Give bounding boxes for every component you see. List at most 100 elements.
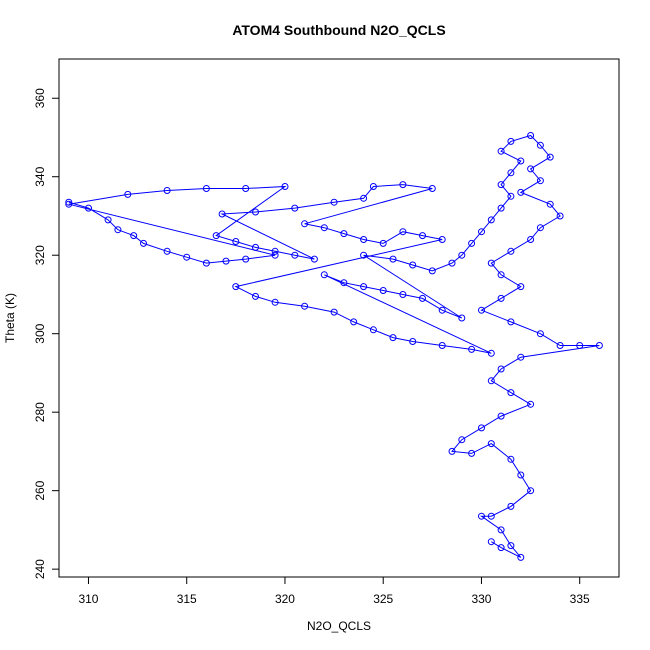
- data-point: [271, 251, 279, 259]
- data-point: [507, 247, 515, 255]
- data-point: [330, 308, 338, 316]
- data-point: [389, 255, 397, 263]
- data-point: [360, 236, 368, 243]
- x-tick-label: 330: [471, 592, 491, 606]
- data-point: [517, 157, 525, 165]
- data-point: [527, 165, 535, 173]
- data-point: [330, 198, 338, 206]
- data-point: [140, 239, 147, 247]
- data-point: [497, 544, 505, 552]
- data-point: [527, 487, 535, 495]
- data-point: [163, 187, 171, 194]
- data-point: [301, 220, 309, 228]
- data-points: [65, 132, 603, 561]
- plot-frame: [58, 58, 620, 578]
- data-point: [458, 436, 466, 444]
- data-point: [507, 318, 515, 326]
- data-point: [487, 512, 495, 520]
- data-point: [517, 471, 525, 479]
- data-point: [409, 338, 417, 345]
- data-point: [114, 226, 122, 234]
- data-point: [487, 349, 495, 357]
- data-point: [487, 377, 495, 385]
- data-point: [242, 185, 250, 192]
- data-point: [556, 212, 564, 220]
- data-point: [478, 424, 485, 432]
- data-point: [478, 228, 485, 236]
- x-tick-label: 335: [570, 592, 590, 606]
- x-tick-label: 325: [373, 592, 393, 606]
- y-tick-label: 240: [33, 559, 47, 579]
- data-point: [517, 553, 525, 561]
- data-point: [517, 353, 525, 361]
- data-point: [527, 132, 535, 139]
- trace-lines: [68, 134, 600, 558]
- data-point: [252, 292, 259, 300]
- data-point: [576, 342, 584, 349]
- data-point: [310, 255, 318, 263]
- data-point: [507, 137, 515, 145]
- x-axis-label: N2O_QCLS: [307, 619, 371, 633]
- data-point: [438, 342, 446, 349]
- data-point: [163, 247, 171, 255]
- data-point: [546, 200, 554, 208]
- data-point: [183, 253, 191, 261]
- data-point: [497, 526, 505, 534]
- data-point: [595, 342, 603, 349]
- data-point: [507, 542, 515, 550]
- data-point: [438, 306, 446, 314]
- data-point: [202, 185, 210, 192]
- data-point: [232, 238, 240, 245]
- data-point: [379, 239, 387, 247]
- data-point: [360, 251, 368, 259]
- y-tick-label: 260: [33, 480, 47, 500]
- data-point: [320, 271, 328, 279]
- y-axis-label: Theta (K): [3, 293, 17, 343]
- x-tick-label: 315: [177, 592, 197, 606]
- series-line: [68, 134, 600, 558]
- data-point: [546, 153, 554, 161]
- y-tick-label: 320: [33, 245, 47, 265]
- data-point: [478, 306, 485, 314]
- data-point: [360, 283, 368, 291]
- data-point: [458, 314, 466, 322]
- data-point: [468, 345, 476, 353]
- data-point: [301, 302, 309, 310]
- data-point: [232, 283, 240, 291]
- data-point: [536, 224, 544, 232]
- data-point: [487, 259, 495, 267]
- data-point: [399, 291, 407, 298]
- data-point: [448, 447, 456, 455]
- data-point: [497, 181, 505, 189]
- data-point: [468, 239, 476, 247]
- data-point: [507, 502, 515, 510]
- data-point: [517, 283, 525, 291]
- data-point: [507, 389, 515, 397]
- data-point: [360, 194, 368, 202]
- data-point: [497, 412, 505, 420]
- y-tick-label: 280: [33, 402, 47, 422]
- data-point: [556, 342, 564, 349]
- data-point: [202, 259, 210, 267]
- data-point: [399, 228, 407, 236]
- data-point: [340, 279, 348, 287]
- data-point: [85, 204, 92, 212]
- data-point: [497, 365, 505, 373]
- data-point: [428, 185, 436, 192]
- data-point: [507, 169, 515, 177]
- data-point: [379, 287, 387, 294]
- y-tick-label: 360: [33, 88, 47, 108]
- data-point: [130, 232, 138, 240]
- data-point: [536, 141, 544, 149]
- data-point: [419, 232, 426, 240]
- data-point: [291, 204, 299, 212]
- data-point: [458, 251, 466, 259]
- data-point: [271, 247, 279, 255]
- y-axis: 240 260 280 300 320 340 360: [33, 88, 60, 579]
- data-point: [448, 259, 456, 267]
- x-axis: 310 315 320 325 330 335: [78, 576, 590, 606]
- data-point: [369, 326, 377, 334]
- data-point: [497, 204, 505, 212]
- data-point: [497, 147, 505, 155]
